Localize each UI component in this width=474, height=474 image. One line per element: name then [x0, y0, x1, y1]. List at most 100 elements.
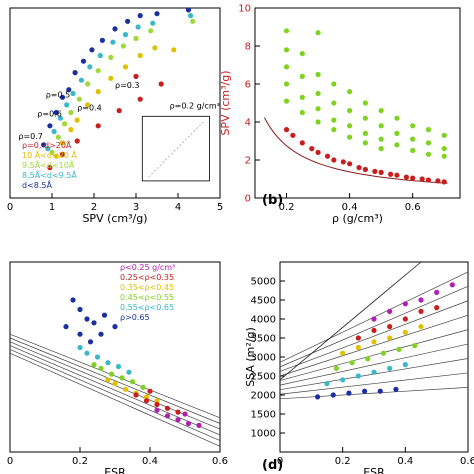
- data-point: [387, 308, 393, 314]
- y-tick-label: 5000: [251, 277, 276, 288]
- data-point: [171, 47, 177, 53]
- data-point: [196, 422, 202, 428]
- fit-line: [9, 352, 221, 447]
- x-tick-label: 0.2: [279, 202, 295, 213]
- data-point: [98, 331, 104, 337]
- data-point: [97, 52, 103, 59]
- data-point: [355, 335, 361, 341]
- x-tick-label: 0.2: [335, 456, 351, 467]
- data-point: [133, 35, 139, 42]
- data-point: [299, 140, 305, 146]
- rho-annotation: ρ=0.6: [37, 109, 62, 118]
- data-point: [362, 140, 368, 146]
- fit-line: [9, 333, 221, 419]
- x-tick-label: 3: [133, 202, 139, 213]
- y-tick-label: 1000: [251, 429, 276, 440]
- panel-d: 0 0.2 0.4 0.6 1000 1500 2000 2500 3000 3500 4000 45…: [244, 261, 474, 474]
- data-point: [66, 87, 72, 93]
- legend-entry: 10 Å<d<20 Å: [22, 149, 77, 160]
- data-point: [378, 169, 384, 175]
- data-point: [410, 147, 416, 154]
- data-point: [283, 28, 290, 34]
- data-point: [164, 405, 171, 411]
- plot-frame: [9, 7, 221, 199]
- legend-entry: 8.5Å<d<9.5Å: [22, 169, 77, 180]
- data-point: [53, 109, 59, 116]
- data-point: [154, 401, 160, 408]
- y-axis-label: SSA (m²/g): [244, 327, 257, 387]
- x-axis-label: ρ (g/cm³): [332, 212, 383, 225]
- data-point: [402, 316, 408, 322]
- data-point: [347, 134, 353, 140]
- data-point: [402, 329, 408, 335]
- data-point: [434, 305, 440, 311]
- data-point: [402, 362, 408, 368]
- data-point: [95, 89, 101, 95]
- data-point: [425, 151, 432, 157]
- rho-annotation: ρ=0.4: [77, 104, 102, 113]
- data-point: [394, 172, 400, 178]
- data-point: [47, 165, 53, 171]
- data-point: [283, 127, 290, 133]
- fit-line: [9, 349, 221, 441]
- data-point: [188, 13, 194, 19]
- data-point: [164, 413, 171, 419]
- data-point: [387, 324, 393, 330]
- data-point: [68, 127, 74, 133]
- data-point: [91, 362, 97, 368]
- data-point: [340, 159, 346, 165]
- data-point: [89, 47, 95, 53]
- data-point: [347, 108, 353, 114]
- data-point: [371, 316, 377, 322]
- data-point: [315, 90, 321, 97]
- data-point: [126, 369, 132, 375]
- data-point: [347, 123, 353, 129]
- data-point: [324, 381, 330, 387]
- x-tick-label: 0.2: [72, 456, 88, 467]
- fit-line: [279, 387, 469, 400]
- data-point: [78, 77, 84, 83]
- y-tick-label: 10: [238, 4, 251, 15]
- data-point: [425, 140, 432, 146]
- data-point: [340, 377, 346, 383]
- data-point: [175, 409, 181, 415]
- data-point: [403, 174, 409, 180]
- data-point: [182, 411, 188, 417]
- data-point: [119, 375, 125, 381]
- data-point: [122, 386, 129, 392]
- data-point: [441, 146, 447, 152]
- data-point: [410, 136, 416, 142]
- data-point: [371, 339, 377, 345]
- fit-line: [279, 329, 469, 381]
- data-point: [41, 142, 47, 148]
- x-tick-label: 0.4: [342, 202, 358, 213]
- y-axis-label: SPV (cm³/g): [219, 70, 232, 135]
- data-point: [47, 123, 53, 129]
- y-tick-label: 2500: [251, 372, 276, 383]
- data-point: [87, 339, 94, 345]
- data-point: [108, 371, 115, 377]
- data-point: [68, 109, 74, 116]
- data-point: [85, 81, 91, 87]
- data-point: [315, 30, 321, 36]
- y-tick-label: 3000: [251, 353, 276, 364]
- y-tick-label: 6: [245, 80, 251, 91]
- data-point: [378, 146, 384, 152]
- data-point: [112, 26, 118, 32]
- x-tick-label: 2: [91, 202, 97, 213]
- data-point: [57, 115, 64, 121]
- data-point: [371, 327, 377, 333]
- data-point: [95, 123, 101, 129]
- data-point: [441, 153, 447, 159]
- data-point: [84, 316, 90, 322]
- data-point: [340, 350, 346, 356]
- y-tick-label: 4: [245, 118, 251, 129]
- data-point: [49, 149, 55, 155]
- data-point: [362, 115, 368, 121]
- data-point: [76, 96, 82, 102]
- data-point: [419, 176, 425, 182]
- data-point: [330, 392, 336, 398]
- data-point: [393, 386, 399, 392]
